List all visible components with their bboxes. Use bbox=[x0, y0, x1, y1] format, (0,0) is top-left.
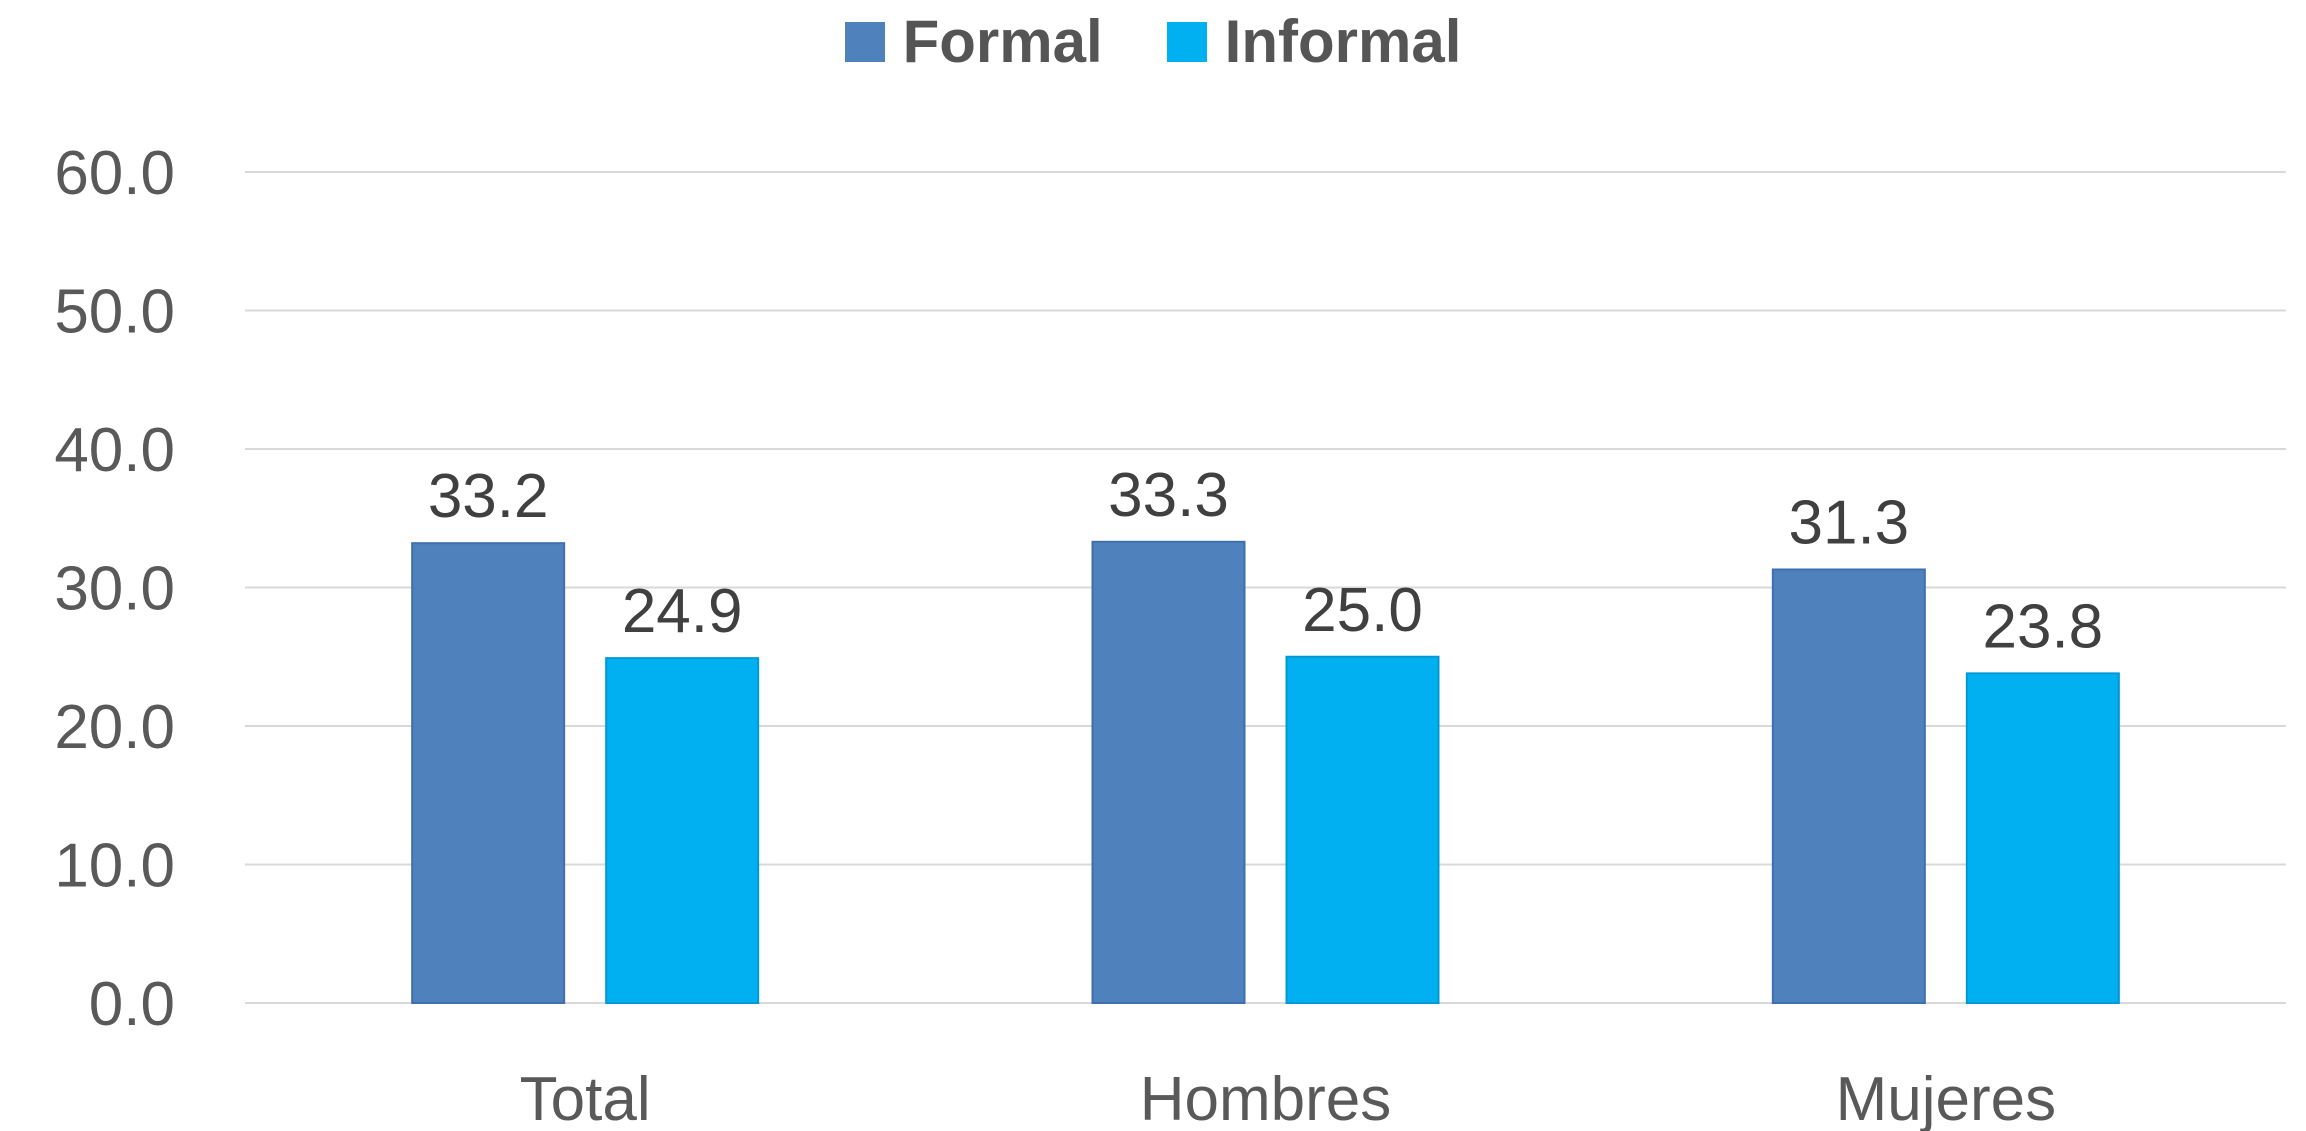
data-label: 33.3 bbox=[1108, 461, 1229, 530]
bar-formal-mujeres bbox=[1771, 568, 1926, 1004]
legend-item-informal: Informal bbox=[1166, 8, 1462, 75]
data-label: 33.2 bbox=[428, 462, 549, 531]
x-category-label: Hombres bbox=[1140, 1065, 1392, 1131]
legend-swatch-informal bbox=[1166, 22, 1207, 62]
data-label: 24.9 bbox=[622, 577, 743, 646]
legend: Formal Informal bbox=[0, 12, 2306, 72]
y-tick-label: 10.0 bbox=[54, 832, 175, 901]
x-category-label: Total bbox=[520, 1065, 651, 1131]
y-tick-label: 30.0 bbox=[54, 555, 175, 624]
bar-formal-total bbox=[411, 542, 566, 1004]
x-category-label: Mujeres bbox=[1836, 1065, 2057, 1131]
bar-informal-mujeres bbox=[1965, 672, 2120, 1004]
bar-informal-hombres bbox=[1285, 655, 1440, 1004]
bar-formal-hombres bbox=[1091, 540, 1246, 1004]
legend-item-formal: Formal bbox=[844, 8, 1103, 75]
data-label: 23.8 bbox=[1982, 592, 2103, 661]
data-label: 25.0 bbox=[1302, 576, 1423, 645]
y-tick-label: 20.0 bbox=[54, 693, 175, 762]
legend-label-formal: Formal bbox=[902, 8, 1103, 75]
bar-informal-total bbox=[605, 657, 760, 1004]
data-label: 31.3 bbox=[1788, 488, 1909, 557]
legend-label-informal: Informal bbox=[1224, 8, 1462, 75]
legend-swatch-formal bbox=[844, 22, 885, 62]
y-tick-label: 0.0 bbox=[89, 970, 175, 1039]
y-tick-label: 40.0 bbox=[54, 416, 175, 485]
y-tick-label: 60.0 bbox=[54, 139, 175, 208]
y-tick-label: 50.0 bbox=[54, 278, 175, 347]
